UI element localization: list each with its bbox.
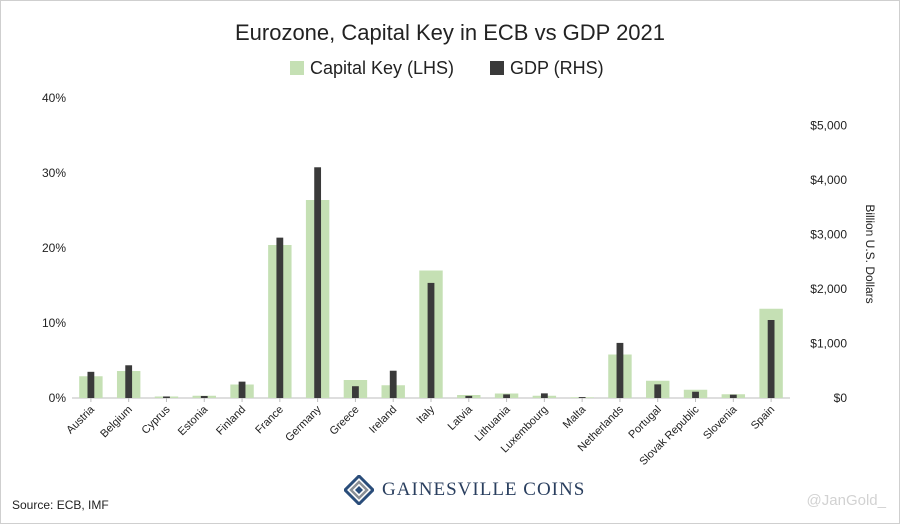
bars: [79, 167, 783, 398]
left-axis: 0% 10% 20% 30% 40%: [42, 91, 66, 405]
gdp-bar-netherlands: [616, 342, 624, 398]
x-tick-label: Latvia: [446, 403, 476, 433]
right-axis: $0 $1,000 $2,000 $3,000 $4,000 $5,000: [810, 118, 847, 405]
gdp-bar-portugal: [654, 384, 662, 398]
x-tick-label: Slovenia: [701, 403, 740, 442]
right-tick-label: $1,000: [810, 336, 847, 350]
gdp-bar-lithuania: [503, 394, 510, 398]
gdp-bar-germany: [314, 167, 322, 398]
right-tick-label: $3,000: [810, 227, 847, 241]
gdp-bar-slovak-republic: [692, 391, 699, 398]
x-tick-label: Finland: [214, 404, 248, 438]
x-tick-label: Portugal: [626, 404, 663, 441]
x-axis: Austria Belgium Cyprus Estonia Finland France…: [64, 398, 777, 468]
left-tick-label: 30%: [42, 166, 66, 180]
gdp-bar-austria: [87, 371, 95, 398]
gdp-bar-italy: [427, 282, 435, 398]
gdp-bar-ireland: [389, 370, 397, 398]
left-tick-label: 0%: [49, 391, 67, 405]
gainesville-coins-logo: GAINESVILLE COINS: [344, 474, 585, 506]
source-note: Source: ECB, IMF: [12, 498, 109, 512]
logo-text: GAINESVILLE COINS: [382, 479, 586, 500]
gdp-bar-estonia: [200, 395, 208, 398]
x-tick-label: Belgium: [98, 404, 135, 441]
x-tick-label: Spain: [749, 404, 777, 432]
right-axis-label: Billion U.S. Dollars: [863, 204, 877, 303]
x-tick-label: Greece: [328, 404, 362, 438]
gdp-bar-france: [276, 237, 284, 398]
left-tick-label: 10%: [42, 316, 66, 330]
left-tick-label: 40%: [42, 91, 66, 105]
gdp-bar-latvia: [465, 395, 473, 398]
logo-emblem-icon: [344, 475, 374, 505]
legend-swatch-gdp: [490, 61, 504, 75]
x-tick-label: Cyprus: [139, 403, 172, 436]
gdp-bar-belgium: [125, 365, 133, 398]
right-tick-label: $0: [834, 391, 848, 405]
legend: Capital Key (LHS) GDP (RHS): [290, 58, 604, 78]
gdp-bar-cyprus: [163, 396, 170, 398]
right-tick-label: $4,000: [810, 173, 847, 187]
gdp-bar-slovenia: [729, 394, 737, 398]
x-tick-label: Germany: [283, 403, 324, 444]
right-tick-label: $5,000: [810, 118, 847, 132]
legend-label-gdp: GDP (RHS): [510, 58, 604, 78]
x-tick-label: Austria: [64, 403, 97, 436]
gdp-bar-luxembourg: [540, 393, 548, 398]
right-tick-label: $2,000: [810, 282, 847, 296]
watermark: @JanGold_: [806, 492, 886, 509]
gdp-bar-malta: [578, 397, 586, 398]
legend-label-capital-key: Capital Key (LHS): [310, 58, 454, 78]
chart-title: Eurozone, Capital Key in ECB vs GDP 2021: [235, 20, 665, 45]
gdp-bar-spain: [767, 320, 775, 398]
x-tick-label: Ireland: [367, 404, 399, 436]
x-tick-label: Malta: [561, 403, 589, 431]
gdp-bar-finland: [238, 381, 246, 398]
x-tick-label: Italy: [414, 403, 437, 426]
x-tick-label: France: [253, 404, 286, 437]
legend-swatch-capital-key: [290, 61, 304, 75]
left-tick-label: 20%: [42, 241, 66, 255]
x-tick-label: Estonia: [176, 403, 211, 438]
gdp-bar-greece: [352, 386, 359, 398]
